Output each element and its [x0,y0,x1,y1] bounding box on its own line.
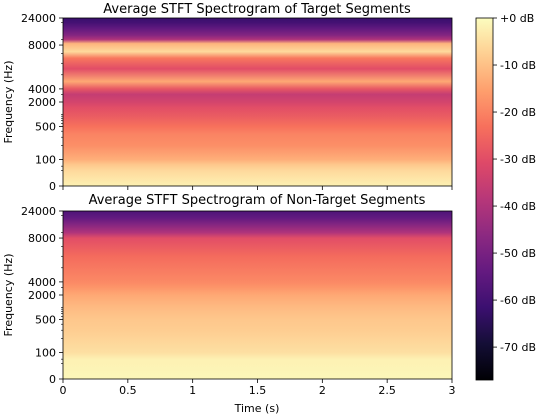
colorbar-tick-label: -70 dB [500,341,536,354]
target-x-axis-ticks [62,186,453,190]
x-tick-label: 1 [189,384,196,397]
colorbar-tick-label: -40 dB [500,200,536,213]
non-target-x-axis-ticks: 0 0.5 1 1.5 2 2.5 3 [60,379,456,397]
y-tick-label: 100 [35,346,56,359]
y-tick-label: 500 [35,121,56,134]
y-tick-label: 2000 [28,96,56,109]
colorbar-frame [475,17,494,381]
non-target-heatmap [63,211,452,379]
y-tick-label: 4000 [28,276,56,289]
colorbar: +0 dB -10 dB -20 dB -30 dB -40 dB -50 dB -60 d… [475,12,536,381]
x-tick-label: 0.5 [119,384,137,397]
colorbar-tick-label: -30 dB [500,153,536,166]
colorbar-tick-label: -60 dB [500,294,536,307]
y-tick-label: 0 [49,373,56,386]
y-tick-label: 8000 [28,232,56,245]
x-tick-label: 3 [449,384,456,397]
y-tick-label: 24000 [21,12,56,25]
target-spectrogram-panel: Average STFT Spectrogram of Target Segme… [2,2,453,193]
target-y-axis-label: Frequency (Hz) [2,61,15,144]
non-target-spectrogram-panel: Average STFT Spectrogram of Non-Target S… [2,193,456,415]
x-tick-label: 2 [319,384,326,397]
colorbar-tick-label: -50 dB [500,247,536,260]
target-chart-title: Average STFT Spectrogram of Target Segme… [103,2,411,17]
colorbar-gradient-bar [476,18,493,380]
y-tick-label: 2000 [28,289,56,302]
y-tick-label: 500 [35,314,56,327]
x-axis-label: Time (s) [234,402,280,415]
colorbar-ticks: +0 dB -10 dB -20 dB -30 dB -40 dB -50 dB -60 d… [493,12,536,354]
y-tick-label: 8000 [28,39,56,52]
non-target-chart-title: Average STFT Spectrogram of Non-Target S… [89,193,426,208]
x-tick-label: 0 [60,384,67,397]
x-tick-label: 1.5 [249,384,267,397]
y-tick-label: 100 [35,153,56,166]
y-tick-label: 0 [49,180,56,193]
target-heatmap [63,18,452,186]
y-tick-label: 24000 [21,205,56,218]
x-tick-label: 2.5 [378,384,396,397]
y-tick-label: 4000 [28,83,56,96]
colorbar-tick-label: -10 dB [500,59,536,72]
colorbar-tick-label: -20 dB [500,106,536,119]
non-target-y-axis-label: Frequency (Hz) [2,254,15,337]
colorbar-tick-label: +0 dB [500,12,534,25]
